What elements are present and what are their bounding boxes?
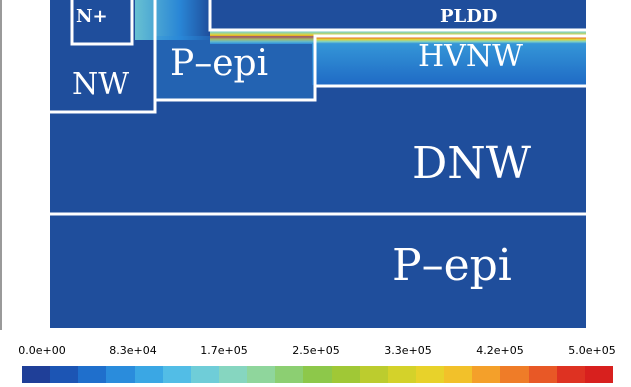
colorbar-tick-6: 5.0e+05: [568, 344, 616, 357]
colorbar-tick-4: 3.3e+05: [384, 344, 432, 357]
colorbar-segment: [162, 366, 191, 383]
colorbar-segment: [444, 366, 473, 383]
region-boundaries: [50, 0, 586, 216]
label-hvnw: HVNW: [418, 39, 523, 74]
label-pepi-bottom: P–epi: [392, 240, 512, 291]
colorbar-segment: [275, 366, 304, 383]
pepi-top-boundary: [155, 34, 586, 102]
colorbar-tick-1: 8.3e+04: [109, 344, 157, 357]
colorbar-segment: [331, 366, 360, 383]
plot-left-border: [0, 0, 2, 330]
colorbar-segment: [472, 366, 501, 383]
colorbar-tick-0: 0.0e+00: [18, 344, 66, 357]
colorbar-segment: [500, 366, 529, 383]
label-nplus: N+: [76, 6, 108, 27]
colorbar-segment: [359, 366, 388, 383]
colorbar-segment: [584, 366, 613, 383]
colorbar-segment: [528, 366, 557, 383]
colorbar-tick-5: 4.2e+05: [476, 344, 524, 357]
pepi-field: [155, 36, 315, 100]
label-nw: NW: [72, 67, 130, 102]
colorbar-tick-2: 1.7e+05: [200, 344, 248, 357]
colorbar-tick-3: 2.5e+05: [292, 344, 340, 357]
label-dnw: DNW: [412, 138, 532, 189]
colorbar-segment: [50, 366, 79, 383]
device-cross-section: [50, 0, 586, 328]
colorbar-segment: [190, 366, 219, 383]
nplus-boundary: [70, 0, 134, 46]
colorbar-segment: [106, 366, 135, 383]
colorbar-segment: [78, 366, 107, 383]
colorbar-segment: [134, 366, 163, 383]
colorbar-segment: [22, 366, 51, 383]
nw-boundary: [50, 0, 157, 114]
corner-field: [135, 0, 210, 40]
colorbar-segment: [387, 366, 416, 383]
colorbar-segment: [303, 366, 332, 383]
colorbar-segment: [218, 366, 248, 383]
pldd-boundary: [208, 0, 586, 32]
label-pepi-top: P–epi: [170, 43, 269, 84]
label-pldd: PLDD: [440, 6, 498, 27]
colorbar-segment: [247, 366, 276, 383]
colorbar: [22, 366, 613, 383]
colorbar-segment: [556, 366, 585, 383]
colorbar-segment: [415, 366, 445, 383]
hvnw-field-band: [312, 40, 586, 85]
